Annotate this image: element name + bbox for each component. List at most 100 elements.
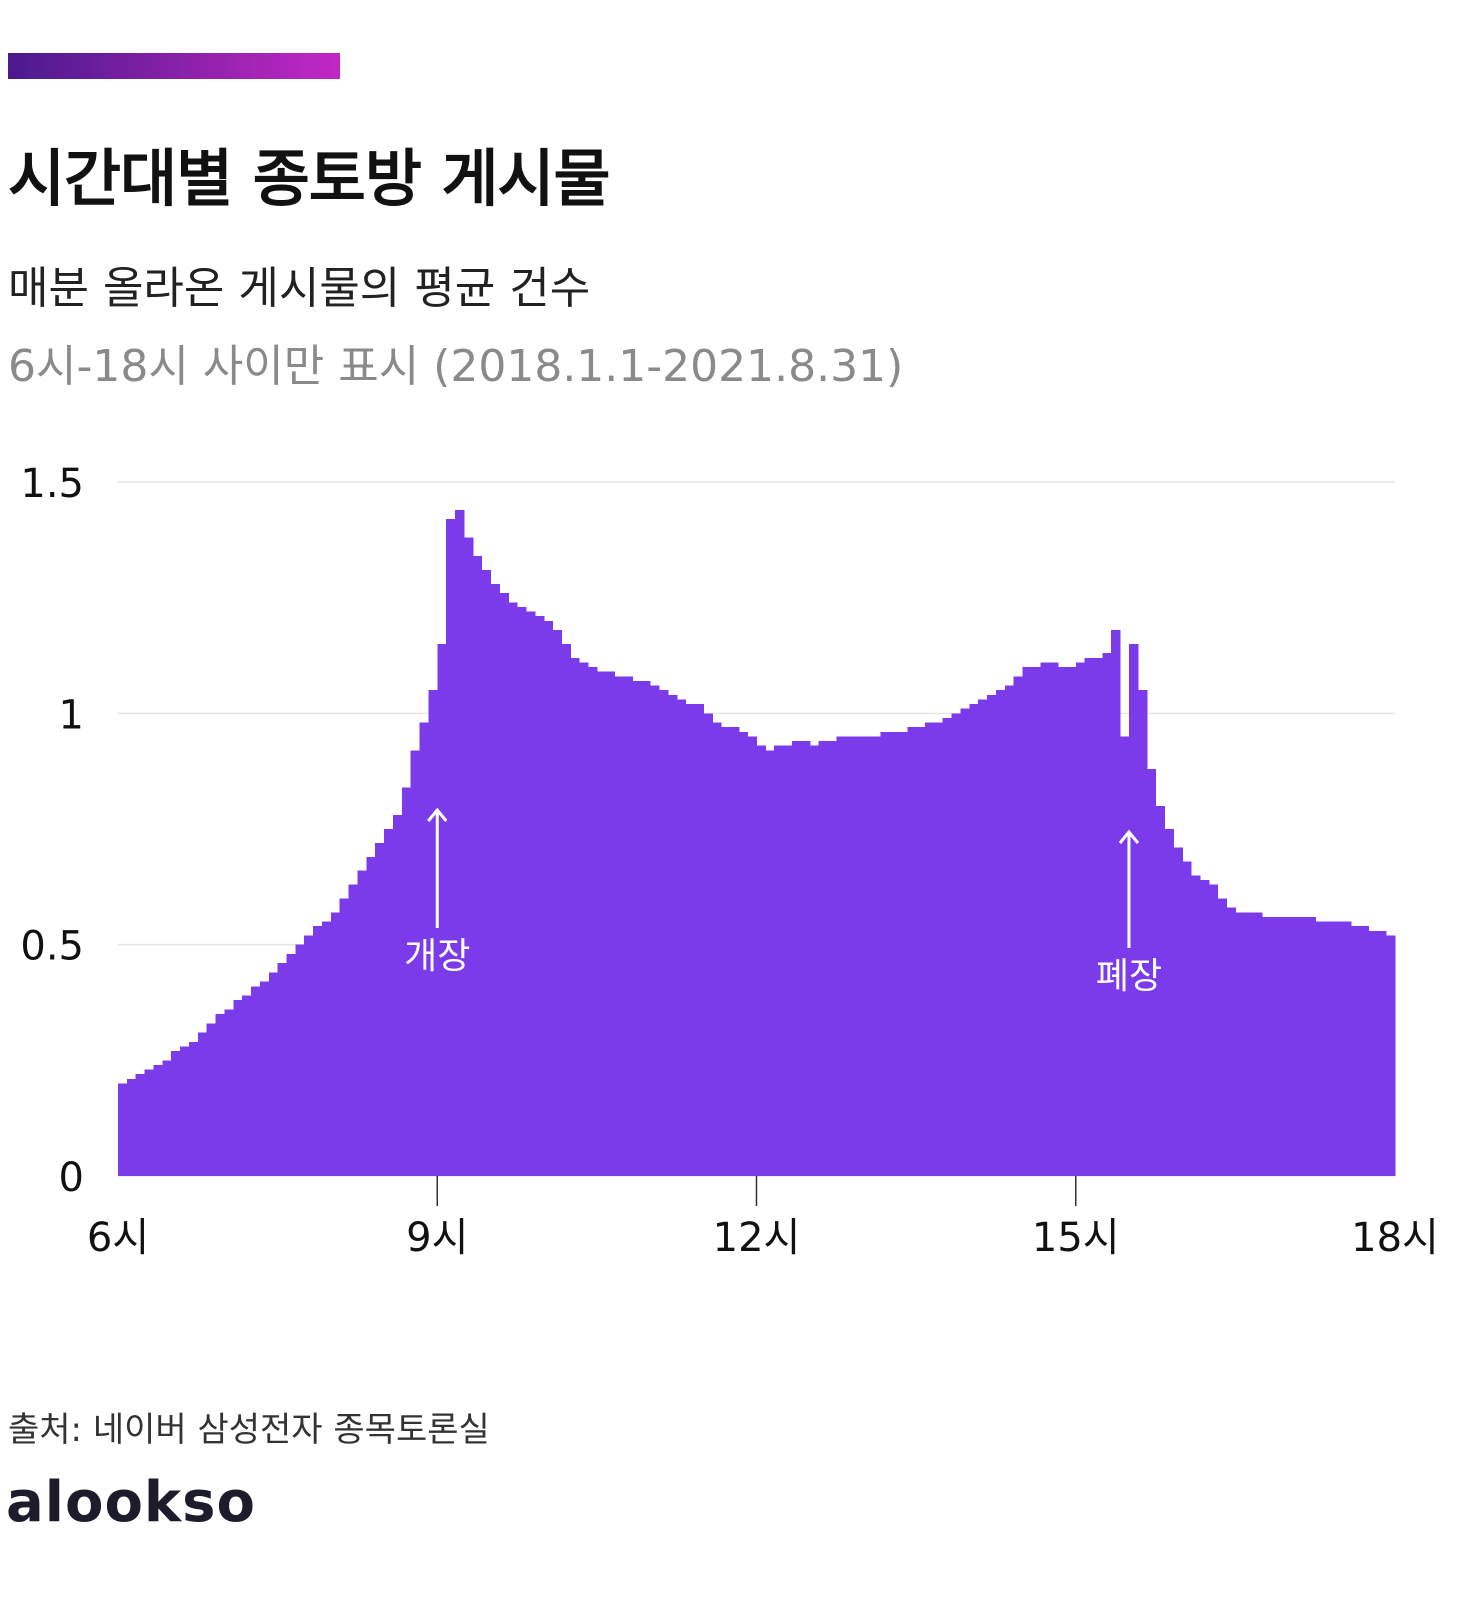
bar — [1261, 916, 1272, 1176]
bar — [1253, 912, 1263, 1176]
bar — [1217, 898, 1228, 1176]
x-tick-label: 12시 — [713, 1215, 801, 1261]
bar — [410, 750, 421, 1176]
bar — [162, 1060, 172, 1176]
bar — [180, 1046, 190, 1176]
bar — [836, 736, 846, 1176]
bar — [375, 842, 385, 1176]
bar — [313, 926, 323, 1176]
x-tick-label: 18시 — [1351, 1215, 1439, 1261]
bar — [854, 736, 864, 1176]
bar — [818, 741, 829, 1176]
bar — [623, 676, 633, 1176]
bar — [508, 602, 518, 1176]
bar — [357, 870, 367, 1176]
bar — [1270, 916, 1281, 1176]
bar — [641, 680, 651, 1176]
bar — [437, 643, 447, 1176]
bar — [1137, 690, 1148, 1176]
bar — [144, 1069, 155, 1176]
accent-bar — [8, 53, 340, 79]
bar — [1102, 653, 1112, 1176]
bar — [321, 921, 332, 1176]
bar — [933, 722, 944, 1176]
bar — [667, 694, 678, 1176]
bar — [401, 787, 412, 1176]
bar — [721, 727, 731, 1176]
logo: alookso — [6, 1470, 256, 1535]
bar — [800, 741, 811, 1176]
source: 출처: 네이버 삼성전자 종목토론실 — [8, 1410, 490, 1450]
bar — [552, 630, 563, 1176]
bar — [650, 685, 660, 1176]
bar — [845, 736, 855, 1176]
bar — [1297, 916, 1307, 1176]
bar — [951, 713, 962, 1176]
bar — [1093, 657, 1103, 1176]
bar — [366, 856, 376, 1176]
bar — [1013, 676, 1024, 1176]
y-tick-label: 1 — [59, 692, 84, 738]
bar — [1164, 829, 1174, 1176]
bar — [1199, 879, 1210, 1176]
bar — [862, 736, 873, 1176]
bar — [543, 620, 554, 1176]
bar — [1075, 662, 1086, 1176]
bar — [339, 898, 350, 1176]
bar — [960, 708, 970, 1176]
x-tick-label: 9시 — [406, 1215, 468, 1261]
bar — [233, 1000, 243, 1176]
bar — [969, 704, 979, 1176]
bar — [135, 1074, 146, 1176]
bar — [987, 694, 997, 1176]
annotation-label: 개장 — [404, 936, 470, 977]
bar — [1368, 930, 1378, 1176]
bar — [1022, 667, 1033, 1176]
bar — [118, 1083, 128, 1176]
bar — [827, 741, 837, 1176]
y-tick-label: 0 — [59, 1155, 84, 1201]
bar — [454, 509, 465, 1176]
bar — [384, 829, 394, 1176]
bar — [188, 1041, 199, 1176]
bar — [277, 963, 288, 1176]
bar — [242, 995, 252, 1176]
bar — [348, 884, 359, 1176]
bar — [534, 616, 545, 1176]
bar — [304, 935, 314, 1176]
bar — [907, 727, 917, 1176]
bar — [472, 556, 483, 1176]
bar — [703, 713, 713, 1176]
bar — [889, 731, 899, 1176]
annotation-label: 폐장 — [1096, 956, 1162, 997]
bar — [392, 815, 403, 1176]
bar — [197, 1032, 208, 1176]
bar — [898, 731, 908, 1176]
bar — [1377, 930, 1387, 1176]
bar — [517, 606, 527, 1176]
bar — [978, 699, 988, 1176]
bar — [614, 676, 625, 1176]
bar — [995, 690, 1006, 1176]
bar — [809, 745, 820, 1176]
bar — [428, 690, 438, 1176]
bar — [1128, 643, 1139, 1176]
bar — [490, 583, 500, 1176]
bar — [738, 731, 749, 1176]
bar — [499, 593, 509, 1176]
bar — [1191, 875, 1201, 1176]
bar — [942, 717, 953, 1176]
bar — [1111, 630, 1121, 1176]
bar — [1332, 921, 1343, 1176]
x-tick-label: 15시 — [1032, 1215, 1120, 1261]
bar — [1324, 921, 1334, 1176]
bar — [1350, 926, 1361, 1176]
bar — [774, 745, 784, 1176]
bar — [1341, 921, 1352, 1176]
bar — [1031, 667, 1041, 1176]
bar — [1288, 916, 1299, 1176]
bar — [658, 690, 669, 1176]
chart-title: 시간대별 종토방 게시물 — [8, 142, 611, 215]
